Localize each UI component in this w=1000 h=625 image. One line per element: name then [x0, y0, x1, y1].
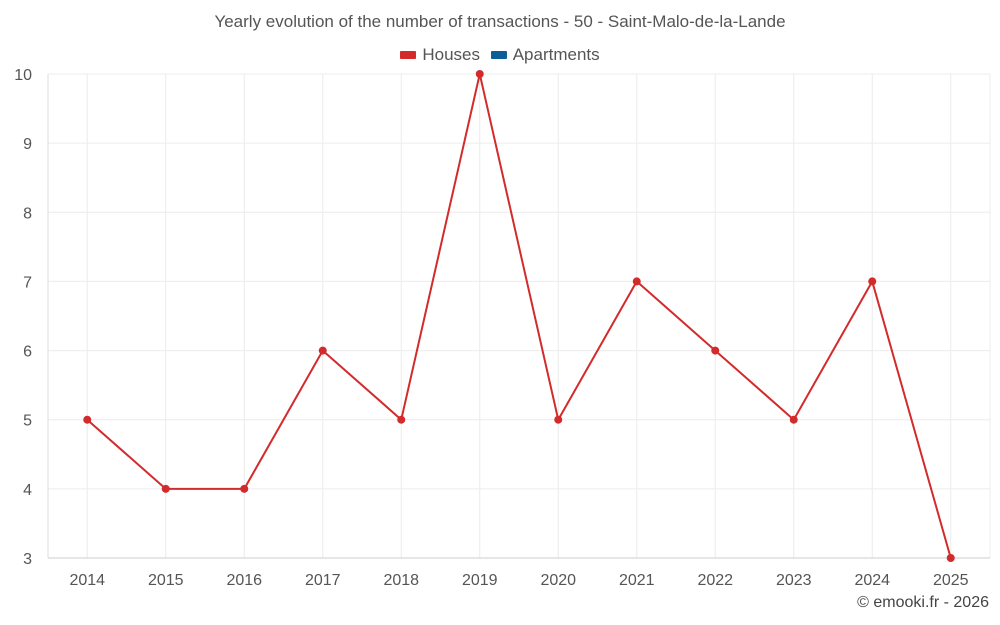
y-tick-label: 5	[23, 413, 32, 430]
y-tick-label: 4	[23, 482, 32, 499]
series-line-houses	[86, 73, 952, 559]
data-point	[161, 484, 170, 493]
data-point	[240, 484, 249, 493]
data-point	[711, 346, 720, 355]
x-tick-label: 2016	[226, 572, 262, 589]
x-tick-label: 2014	[69, 572, 105, 589]
data-point	[83, 415, 92, 424]
x-tick-label: 2018	[383, 572, 419, 589]
data-point	[868, 277, 877, 286]
x-tick-label: 2022	[697, 572, 733, 589]
x-tick-label: 2024	[854, 572, 890, 589]
data-point	[632, 277, 641, 286]
x-tick-label: 2020	[540, 572, 576, 589]
data-point	[554, 415, 563, 424]
chart-title: Yearly evolution of the number of transa…	[214, 12, 786, 31]
legend-label-apartments: Apartments	[512, 45, 600, 64]
y-tick-label: 8	[23, 205, 32, 222]
y-tick-label: 3	[23, 551, 32, 568]
x-tick-label: 2025	[933, 572, 969, 589]
x-tick-label: 2017	[305, 572, 341, 589]
y-tick-label: 9	[23, 136, 32, 153]
data-point	[789, 415, 798, 424]
legend-item-houses[interactable]: Houses	[400, 45, 480, 65]
legend-swatch-houses	[400, 51, 417, 59]
x-tick-label: 2021	[619, 572, 655, 589]
data-point	[318, 346, 327, 355]
y-tick-label: 6	[23, 344, 32, 361]
x-tick-label: 2023	[776, 572, 812, 589]
data-point	[397, 415, 406, 424]
data-point	[475, 70, 484, 78]
data-point	[946, 554, 955, 562]
legend-label-houses: Houses	[422, 45, 480, 64]
legend-item-apartments[interactable]: Apartments	[490, 45, 600, 65]
x-tick-label: 2015	[148, 572, 184, 589]
y-tick-label: 7	[23, 274, 32, 291]
legend-swatch-apartments	[490, 51, 507, 59]
y-tick-label: 10	[14, 67, 32, 84]
legend: Houses Apartments	[0, 44, 1000, 65]
credit-text: © emooki.fr - 2026	[857, 594, 989, 611]
x-tick-label: 2019	[462, 572, 498, 589]
